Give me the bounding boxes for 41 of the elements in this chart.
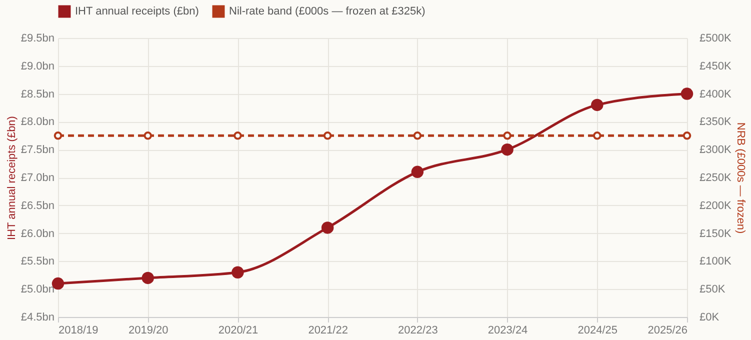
x-tick-label: 2023/24 (488, 324, 528, 336)
y-tick-label: £5.5bn (20, 256, 54, 268)
legend-label: Nil-rate band (£000s — frozen at £325k) (229, 6, 426, 18)
point (680, 88, 694, 100)
y2-tick-label: £450K (700, 60, 732, 72)
y-tick-label: £9.0bn (20, 60, 54, 72)
y2-tick-label: £250K (700, 172, 732, 184)
y-tick-label: £8.5bn (20, 88, 54, 100)
point (232, 266, 244, 278)
point (501, 143, 514, 156)
y2-tick-label: £300K (700, 144, 732, 156)
y2-tick-label: £500K (700, 32, 732, 44)
y-tick-label: £4.5bn (20, 312, 54, 324)
y2-tick-label: £100K (700, 256, 732, 268)
x-tick-label: 2019/20 (128, 324, 168, 336)
y-tick-label: £5.0bn (20, 284, 54, 296)
x-tick-label: 2024/25 (578, 324, 618, 336)
point (142, 272, 154, 284)
legend-label: IHT annual receipts (£bn) (75, 6, 199, 18)
y2-axis-title: NRB (£000s — frozen) (734, 122, 746, 234)
point (321, 222, 334, 234)
x-tick-label: 2025/26 (648, 324, 688, 336)
point (591, 98, 604, 112)
y-tick-label: £9.5bn (20, 32, 54, 44)
x-tick-label: 2018/19 (58, 324, 98, 336)
y2-tick-label: £0K (700, 312, 720, 324)
y2-tick-label: £50K (700, 284, 726, 296)
y2-tick-label: £350K (700, 116, 732, 128)
y-tick-label: £6.0bn (20, 228, 54, 240)
y-tick-label: £8.0bn (20, 116, 54, 128)
y-tick-label: £7.5bn (20, 144, 54, 156)
x-tick-label: 2022/23 (398, 324, 438, 336)
y-tick-label: £7.0bn (20, 172, 54, 184)
y2-tick-label: £150K (700, 228, 732, 240)
y-axis-title: IHT annual receipts (£bn) (6, 116, 18, 240)
y-tick-label: £6.5bn (20, 200, 54, 212)
y2-tick-label: £200K (700, 200, 732, 212)
x-tick-label: 2020/21 (218, 324, 258, 336)
point (411, 166, 424, 178)
x-tick-label: 2021/22 (308, 324, 348, 336)
y2-tick-label: £400K (700, 88, 732, 100)
